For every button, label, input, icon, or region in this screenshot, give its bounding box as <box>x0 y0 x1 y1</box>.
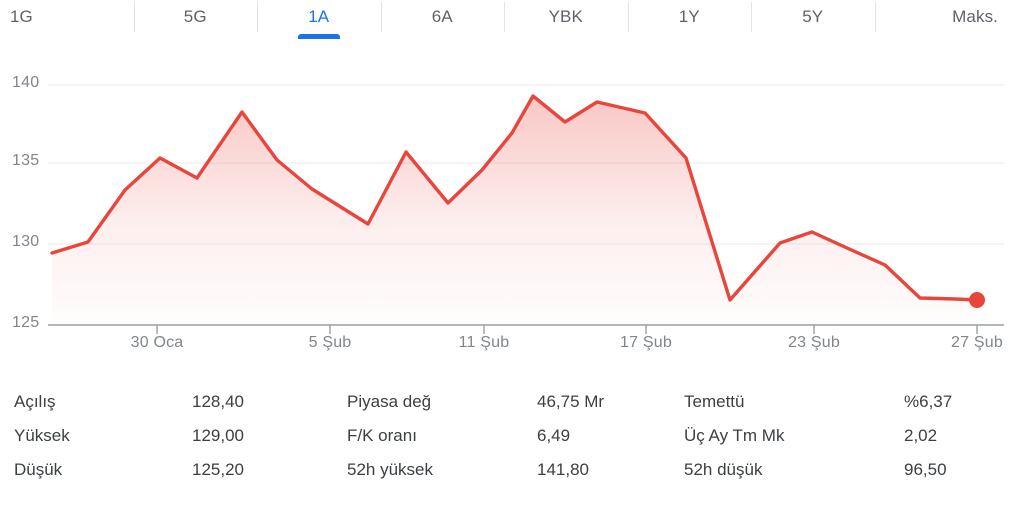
range-tab-ybk[interactable]: YBK <box>504 0 628 46</box>
range-tab-6a[interactable]: 6A <box>380 0 505 46</box>
stat-row: 52h düşük 96,50 <box>684 453 1011 487</box>
y-axis-tick-label: 140 <box>12 74 40 91</box>
y-axis-tick-label: 125 <box>12 314 40 331</box>
x-axis-tick-label: 27 Şub <box>951 334 1003 351</box>
x-axis-tick-label: 23 Şub <box>788 334 840 351</box>
stat-value: 96,50 <box>904 460 947 479</box>
range-tab-5y[interactable]: 5Y <box>751 0 875 46</box>
range-tab-1g[interactable]: 1G <box>0 0 134 46</box>
chart-x-ticks <box>156 325 978 334</box>
stat-value: 141,80 <box>537 460 589 479</box>
range-tab-label: 1Y <box>678 7 700 26</box>
stats-column: Açılış 128,40 Yüksek 129,00 Düşük 125,20 <box>0 385 337 487</box>
stat-row: F/K oranı 6,49 <box>347 419 674 453</box>
stat-value: 6,49 <box>537 426 571 445</box>
stat-label: Düşük <box>14 460 63 479</box>
price-chart: 125 130 135 140 30 Oca 5 Şub 11 Şub 17 Şub 23 Ş… <box>0 52 1012 362</box>
range-tab-label: 5Y <box>802 7 824 26</box>
range-tab-1a[interactable]: 1A <box>257 0 381 46</box>
stat-value: 128,40 <box>192 392 244 411</box>
price-line <box>50 94 979 302</box>
stats-column: Piyasa değ 46,75 Mr F/K oranı 6,49 52h yükse… <box>337 385 674 487</box>
stat-row: Yüksek 129,00 <box>14 419 337 453</box>
range-tab-label: 1G <box>10 7 33 26</box>
stat-label: Piyasa değ <box>347 392 432 411</box>
x-axis-tick-label: 30 Oca <box>130 334 184 351</box>
stat-label: F/K oranı <box>347 426 417 445</box>
stat-label: Üç Ay Tm Mk <box>684 426 785 445</box>
range-tab-label: 6A <box>431 7 453 26</box>
price-area-fill <box>52 96 977 325</box>
price-chart-svg <box>48 84 1004 334</box>
stat-row: Düşük 125,20 <box>14 453 337 487</box>
stat-row: Açılış 128,40 <box>14 385 337 419</box>
y-axis-tick-label: 135 <box>12 152 40 169</box>
stat-row: Temettü %6,37 <box>684 385 1011 419</box>
stat-row: Üç Ay Tm Mk 2,02 <box>684 419 1011 453</box>
stat-value: %6,37 <box>904 392 953 411</box>
x-axis-tick-label: 11 Şub <box>458 334 510 351</box>
latest-price-marker <box>969 292 985 308</box>
stat-value: 129,00 <box>192 426 244 445</box>
stats-table: Açılış 128,40 Yüksek 129,00 Düşük 125,20 Piyas… <box>0 385 1012 487</box>
range-tab-label: 1A <box>308 7 330 26</box>
stat-label: Temettü <box>684 392 745 411</box>
stat-row: 52h yüksek 141,80 <box>347 453 674 487</box>
stat-value: 125,20 <box>192 460 244 479</box>
range-tab-label: Maks. <box>952 7 998 26</box>
stat-row: Piyasa değ 46,75 Mr <box>347 385 674 419</box>
stat-value: 2,02 <box>904 426 938 445</box>
x-axis-tick-label: 17 Şub <box>620 334 672 351</box>
stat-label: Açılış <box>14 392 56 411</box>
stat-label: 52h düşük <box>684 460 763 479</box>
range-tab-bar: 1G 5G 1A 6A YBK 1Y 5Y Maks. <box>0 0 1012 46</box>
stat-label: 52h yüksek <box>347 460 433 479</box>
range-tab-maks[interactable]: Maks. <box>874 0 1012 46</box>
stat-label: Yüksek <box>14 426 70 445</box>
stat-value: 46,75 Mr <box>537 392 605 411</box>
range-tab-5g[interactable]: 5G <box>133 0 258 46</box>
active-tab-indicator <box>297 34 340 39</box>
stats-column: Temettü %6,37 Üç Ay Tm Mk 2,02 52h düşük 96,5… <box>674 385 1011 487</box>
range-tab-label: 5G <box>183 7 207 26</box>
x-axis-tick-label: 5 Şub <box>308 334 352 351</box>
range-tab-1y[interactable]: 1Y <box>627 0 752 46</box>
range-tab-label: YBK <box>548 7 583 26</box>
y-axis-tick-label: 130 <box>12 233 40 250</box>
